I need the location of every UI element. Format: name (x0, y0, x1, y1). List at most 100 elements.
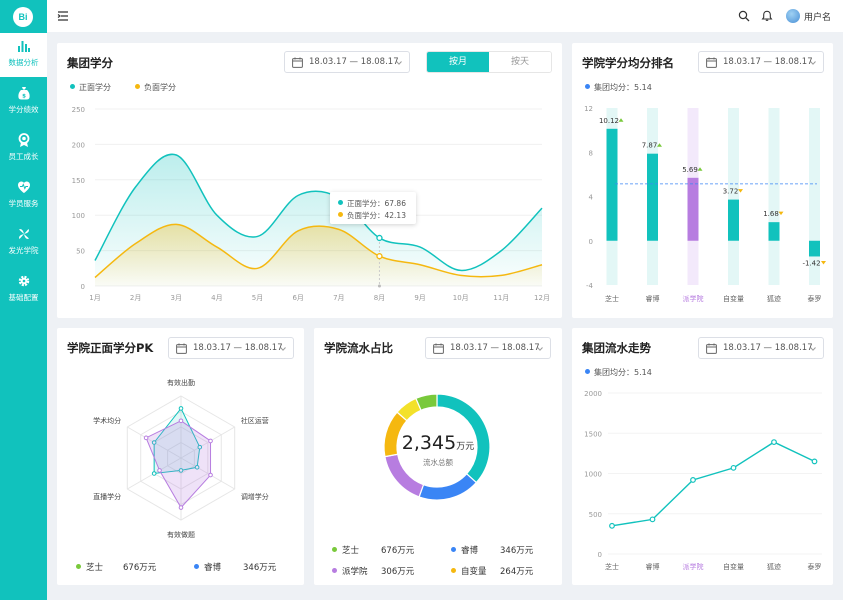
data-point[interactable] (609, 522, 615, 529)
bar[interactable] (647, 153, 658, 241)
radar-axis-label: 有效做题 (167, 530, 195, 539)
legend-positive: 正面学分 (70, 82, 111, 93)
top-bar: 用户名 (47, 0, 843, 32)
stat-value: 264万元 (500, 567, 534, 577)
total-unit: 万元 (456, 442, 475, 452)
date-range-picker[interactable]: 18.03.17 — 18.08.17 (284, 51, 410, 73)
card-title: 学院流水占比 (324, 341, 393, 355)
bell-icon[interactable] (761, 10, 773, 22)
chart-tooltip: 正面学分：67.86 负面学分：42.13 (330, 192, 416, 224)
chevron-down-icon (280, 347, 286, 351)
group-flow-card: 集团流水走势 18.03.17 — 18.08.17 集团均分：5.14 0 50… (572, 328, 833, 585)
tab-by-month[interactable]: 按月 (427, 52, 489, 72)
date-range-text: 18.03.17 — 18.08.17 (723, 57, 813, 67)
date-range-text: 18.03.17 — 18.08.17 (450, 343, 540, 353)
donut-slice[interactable] (418, 472, 478, 501)
bar[interactable] (606, 128, 618, 241)
username[interactable]: 用户名 (804, 13, 832, 23)
tooltip-negative: 负面学分：42.13 (338, 210, 406, 221)
sidebar-item-4[interactable]: 发光学院 (0, 221, 47, 265)
trend-up-icon (657, 143, 662, 147)
axis-point (377, 284, 381, 288)
sidebar-item-label: 发光学院 (8, 246, 39, 255)
x-tick-label: 睿博 (646, 562, 660, 571)
search-icon[interactable] (738, 10, 750, 22)
sidebar-item-5[interactable]: 基础配置 (0, 268, 47, 312)
legend-label: 集团均分：5.14 (594, 83, 652, 92)
sidebar-item-3[interactable]: 学员服务 (0, 174, 47, 218)
date-range-picker[interactable]: 18.03.17 — 18.08.17 (698, 337, 824, 359)
bar[interactable] (728, 199, 739, 241)
avatar[interactable] (786, 9, 800, 23)
card-title: 集团流水走势 (582, 341, 651, 355)
legend-label: 负面学分 (144, 83, 176, 92)
donut-slice[interactable] (415, 393, 438, 412)
data-point[interactable] (376, 253, 383, 260)
radar-point[interactable] (178, 406, 184, 411)
date-range-text: 18.03.17 — 18.08.17 (309, 57, 399, 67)
radar-point[interactable] (178, 505, 184, 510)
legend-dot (70, 84, 75, 89)
radar-point[interactable] (157, 468, 162, 473)
date-range-picker[interactable]: 18.03.17 — 18.08.17 (168, 337, 294, 359)
stat-name: 睿博 (204, 563, 222, 573)
legend-dot (332, 568, 337, 573)
y-tick-label: 8 (589, 149, 593, 157)
data-point[interactable] (690, 477, 696, 483)
y-tick-label: 0 (598, 551, 602, 559)
data-point[interactable] (649, 516, 656, 523)
legend-dot (194, 564, 199, 569)
bar[interactable] (809, 240, 820, 257)
data-point[interactable] (771, 439, 777, 446)
trend-down-icon (821, 260, 826, 265)
app-logo[interactable]: Bi (13, 7, 33, 27)
radar-point[interactable] (208, 472, 213, 478)
stat-name: 派学院 (342, 567, 368, 577)
x-tick-label: 5月 (252, 294, 263, 302)
y-tick-label: -4 (586, 282, 594, 290)
x-tick-label: 泰罗 (808, 562, 822, 571)
data-point[interactable] (376, 234, 383, 242)
x-tick-label: 睿博 (646, 294, 660, 303)
menu-toggle-icon[interactable] (57, 10, 69, 22)
bar-value-label: 10.12 (599, 117, 619, 125)
date-range-picker[interactable]: 18.03.17 — 18.08.17 (425, 337, 551, 359)
data-point[interactable] (730, 464, 737, 471)
bar[interactable] (687, 177, 699, 241)
sidebar-item-0[interactable]: 数据分析 (0, 33, 47, 77)
radar-point[interactable] (178, 468, 184, 473)
x-tick-label: 9月 (414, 294, 425, 302)
legend-dot (135, 84, 140, 89)
radar-point[interactable] (194, 465, 200, 470)
date-range-text: 18.03.17 — 18.08.17 (723, 343, 813, 353)
bar-value-label: -1.42 (802, 259, 820, 267)
series-line (94, 153, 543, 272)
x-tick-label: 12月 (534, 294, 550, 302)
trend-down-icon (738, 189, 743, 193)
radar-point[interactable] (151, 440, 157, 445)
chevron-down-icon (810, 61, 816, 65)
radar-point[interactable] (197, 444, 203, 450)
y-tick-label: 200 (72, 141, 85, 149)
tab-by-day[interactable]: 按天 (489, 52, 551, 72)
y-tick-label: 4 (589, 194, 594, 202)
radar-point[interactable] (151, 471, 157, 476)
x-tick-label: 泰罗 (808, 294, 822, 303)
sidebar-item-1[interactable]: $ 学分绩效 (0, 80, 47, 124)
date-range-picker[interactable]: 18.03.17 — 18.08.17 (698, 51, 824, 73)
data-point[interactable] (811, 458, 818, 465)
y-tick-label: 150 (72, 177, 85, 185)
sidebar-item-label: 学员服务 (8, 199, 39, 208)
bar[interactable] (768, 222, 780, 241)
radar-axis-label: 学术均分 (93, 416, 121, 425)
stat-name: 芝士 (342, 546, 360, 556)
radar-point[interactable] (208, 438, 213, 444)
radar-point[interactable] (143, 435, 149, 441)
radar-point[interactable] (178, 418, 184, 424)
legend-label: 集团均分：5.14 (594, 368, 652, 377)
legend-dot (451, 547, 456, 552)
legend-label: 正面学分 (79, 83, 111, 92)
x-tick-label: 2月 (130, 294, 141, 302)
sidebar-item-2[interactable]: 员工成长 (0, 127, 47, 171)
calendar-icon (176, 343, 187, 354)
